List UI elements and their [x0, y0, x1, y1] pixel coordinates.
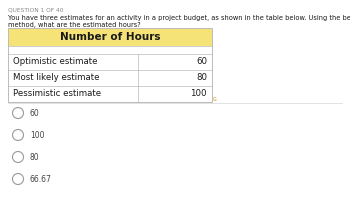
Text: 80: 80 [30, 153, 40, 161]
Bar [8, 28, 212, 102]
Text: 60: 60 [30, 108, 40, 118]
Text: 100: 100 [190, 89, 207, 99]
Text: Pessimistic estimate: Pessimistic estimate [13, 89, 101, 99]
Text: QUESTION 1 OF 40: QUESTION 1 OF 40 [8, 7, 63, 12]
Text: 100: 100 [30, 130, 44, 139]
Text: 80: 80 [196, 73, 207, 83]
Text: You have three estimates for an activity in a project budget, as shown in the ta: You have three estimates for an activity… [8, 15, 350, 21]
Bar [8, 28, 212, 46]
Text: 60: 60 [196, 58, 207, 66]
Text: G: G [213, 97, 217, 102]
Text: Most likely estimate: Most likely estimate [13, 73, 99, 83]
Text: method, what are the estimated hours?: method, what are the estimated hours? [8, 22, 141, 28]
Text: Number of Hours: Number of Hours [60, 32, 160, 42]
Text: Optimistic estimate: Optimistic estimate [13, 58, 98, 66]
Text: 66.67: 66.67 [30, 174, 52, 184]
